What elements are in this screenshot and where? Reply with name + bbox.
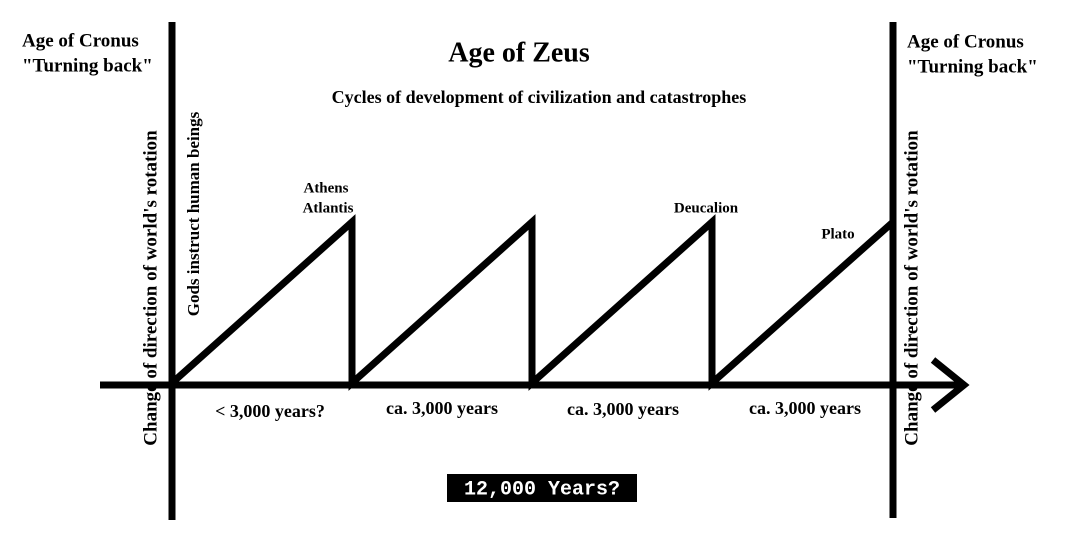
total-box [447,474,637,502]
period-label: ca. 3,000 years [749,398,861,418]
period-label: < 3,000 years? [215,401,325,421]
left-age-label: Age of Cronus [22,30,139,51]
total-label: 12,000 Years? [464,478,620,501]
right-vertical-label: Change of direction of world's rotation [901,130,922,446]
left-vertical-label: Change of direction of world's rotation [140,130,161,446]
right-age-label: Age of Cronus [907,31,1024,52]
peak-label: Plato [821,226,854,242]
cycle-sawtooth [169,214,896,391]
right-age-label: "Turning back" [907,56,1038,77]
subtitle: Cycles of development of civilization an… [332,87,747,107]
peak-label: Atlantis [303,200,354,216]
period-label: ca. 3,000 years [386,398,498,418]
peak-label: Deucalion [674,200,739,216]
gods-label: Gods instruct human beings [184,111,203,316]
period-label: ca. 3,000 years [567,399,679,419]
peak-label: Athens [303,180,348,196]
title: Age of Zeus [448,37,590,68]
axis-arrow [930,357,970,413]
left-age-label: "Turning back" [22,55,153,76]
